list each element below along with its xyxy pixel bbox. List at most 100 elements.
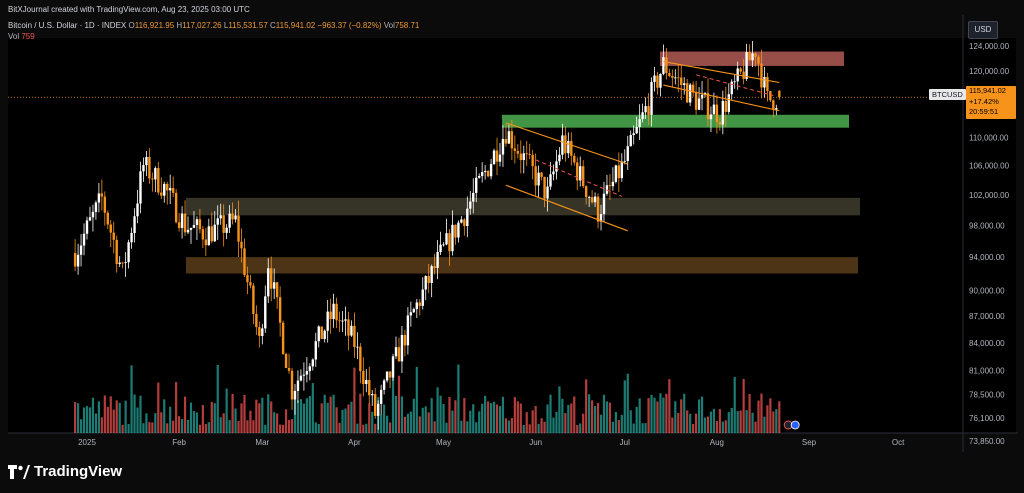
candle-body xyxy=(712,104,716,115)
volume-bar xyxy=(697,399,701,433)
volume-bar xyxy=(478,411,481,433)
volume-bar xyxy=(748,393,751,433)
volume-bar xyxy=(189,402,193,433)
volume-bar xyxy=(290,419,294,433)
volume-bar xyxy=(665,393,668,433)
volume-bar xyxy=(216,364,219,433)
tradingview-logo-text: TradingView xyxy=(34,463,123,480)
candle-body xyxy=(602,193,606,215)
candle-body xyxy=(163,183,166,196)
candle-body xyxy=(608,185,612,187)
volume-bar xyxy=(439,395,442,433)
candle-body xyxy=(727,94,730,112)
volume-bar xyxy=(694,413,698,433)
candle-body xyxy=(267,268,270,297)
volume-bar xyxy=(308,395,311,433)
candle-body xyxy=(644,106,647,113)
candle-body xyxy=(590,197,594,203)
volume-bar xyxy=(409,411,412,433)
candle-body xyxy=(623,161,626,162)
candle-body xyxy=(730,81,733,95)
candle-body xyxy=(79,245,83,255)
candle-body xyxy=(504,138,508,144)
volume-bar xyxy=(130,365,133,433)
volume-bar xyxy=(240,403,243,433)
candle-body xyxy=(546,186,549,199)
candle-body xyxy=(486,170,490,177)
channel-mid-line xyxy=(695,74,774,97)
candle-body xyxy=(442,244,445,246)
candle-body xyxy=(344,319,347,321)
y-tick-label: 94,000.00 xyxy=(969,253,1005,262)
candle-body xyxy=(653,75,656,82)
candle-body xyxy=(210,226,213,242)
candle-body xyxy=(103,196,107,213)
volume-bar xyxy=(148,422,151,433)
volume-bar xyxy=(632,423,635,433)
channel-line xyxy=(505,184,628,232)
candle-body xyxy=(641,112,644,120)
volume-bar xyxy=(380,414,383,433)
candle-body xyxy=(549,174,552,187)
candle-body xyxy=(507,131,511,144)
candle-body xyxy=(662,57,665,74)
volume-bar xyxy=(638,398,641,433)
candle-body xyxy=(685,83,689,103)
volume-bar xyxy=(677,413,680,433)
volume-bar xyxy=(659,393,662,433)
volume-bar xyxy=(350,401,353,433)
zone-box xyxy=(186,257,858,274)
candle-body xyxy=(180,213,184,228)
volume-ma-value: 759 xyxy=(21,32,35,41)
currency-button[interactable]: USD xyxy=(968,21,998,39)
candle-body xyxy=(243,248,246,276)
volume-bar xyxy=(546,404,549,433)
y-tick-label: 81,000.00 xyxy=(969,367,1005,376)
volume-bar xyxy=(552,417,555,433)
volume-bar xyxy=(388,422,392,433)
volume-bar xyxy=(614,411,617,433)
ohlc-line: Bitcoin / U.S. Dollar · 1D · INDEX O116,… xyxy=(8,21,419,30)
candle-body xyxy=(748,52,751,61)
volume-bar xyxy=(561,398,564,433)
volume-bar xyxy=(763,416,766,433)
volume-bar xyxy=(484,395,487,433)
instrument-title[interactable]: Bitcoin / U.S. Dollar · 1D · INDEX xyxy=(8,21,127,30)
volume-bar xyxy=(365,423,368,433)
candle-body xyxy=(213,224,216,242)
volume-bar xyxy=(543,421,546,433)
volume-bar xyxy=(314,422,317,433)
plot-area xyxy=(8,38,1016,433)
volume-bar xyxy=(412,398,415,433)
volume-bar xyxy=(472,404,475,433)
candle-body xyxy=(584,186,588,198)
candle-body xyxy=(160,192,163,196)
volume-bar xyxy=(644,423,647,433)
y-tick-label: 90,000.00 xyxy=(969,286,1005,295)
volume-bar xyxy=(347,404,350,433)
volume-bar xyxy=(385,415,389,433)
volume-bar xyxy=(466,421,469,433)
x-tick-label: Mar xyxy=(255,438,269,447)
volume-bar xyxy=(213,403,216,433)
volume-bar xyxy=(671,417,674,433)
volume-bar xyxy=(617,419,620,433)
candle-body xyxy=(581,166,585,187)
candle-body xyxy=(142,165,145,172)
tradingview-logo[interactable]: TradingView xyxy=(8,463,122,480)
candle-body xyxy=(385,371,389,381)
candle-body xyxy=(576,162,579,181)
volume-bar xyxy=(564,413,567,433)
candle-body xyxy=(308,366,312,372)
volume-bar xyxy=(136,407,139,433)
candle-body xyxy=(466,208,469,227)
volume-bar xyxy=(555,411,558,433)
volume-bar xyxy=(608,402,612,433)
volume-bar xyxy=(724,420,727,433)
candle-body xyxy=(272,282,276,289)
volume-bar xyxy=(400,396,404,433)
volume-value: 758.71 xyxy=(394,21,420,30)
candle-body xyxy=(754,53,757,57)
y-tick-label: 78,500.00 xyxy=(969,390,1005,399)
